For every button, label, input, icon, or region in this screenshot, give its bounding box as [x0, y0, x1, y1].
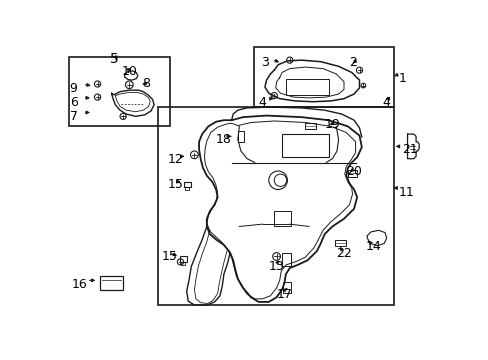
Text: 8: 8: [142, 77, 150, 90]
Text: 11: 11: [397, 186, 413, 199]
Bar: [282, 134, 328, 157]
Bar: [282, 282, 291, 293]
Text: 18: 18: [216, 133, 231, 146]
Bar: [185, 187, 189, 190]
Bar: [254, 47, 393, 107]
Text: 19: 19: [324, 118, 340, 131]
Bar: [158, 107, 393, 305]
Text: 7: 7: [69, 110, 78, 123]
Text: 4: 4: [382, 95, 390, 109]
Text: 13: 13: [268, 260, 284, 273]
Bar: [179, 256, 186, 262]
Text: 6: 6: [69, 95, 78, 109]
Bar: [100, 276, 123, 289]
Text: 16: 16: [71, 278, 87, 291]
Bar: [282, 253, 291, 266]
Bar: [334, 239, 345, 246]
Text: 22: 22: [336, 247, 351, 260]
Text: 12: 12: [167, 153, 183, 166]
Text: 14: 14: [365, 239, 381, 253]
Bar: [305, 122, 315, 129]
Text: 10: 10: [122, 65, 137, 78]
Text: 9: 9: [69, 82, 78, 95]
Text: 20: 20: [346, 165, 362, 178]
Text: 1: 1: [397, 72, 406, 85]
Bar: [181, 262, 185, 265]
Text: 17: 17: [276, 288, 292, 301]
Text: 3: 3: [261, 55, 268, 68]
Bar: [69, 57, 169, 126]
Bar: [347, 170, 356, 177]
Text: 15: 15: [167, 178, 183, 191]
Text: 15: 15: [162, 249, 177, 262]
Text: 2: 2: [348, 55, 356, 68]
Bar: [274, 211, 291, 226]
Bar: [237, 131, 244, 142]
Bar: [285, 80, 328, 95]
Text: 21: 21: [401, 143, 417, 156]
Text: 4: 4: [258, 95, 266, 109]
Bar: [183, 182, 190, 187]
Text: 5: 5: [110, 53, 119, 67]
